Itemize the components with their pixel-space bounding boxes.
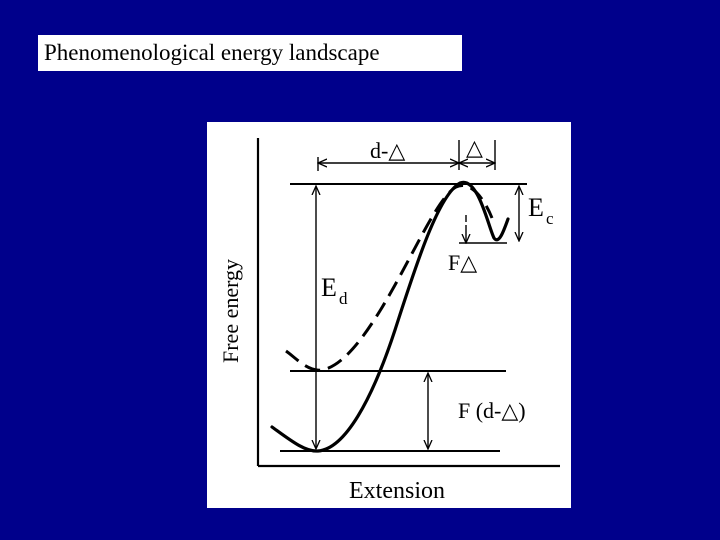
f-delta-label: F△ <box>448 250 477 275</box>
delta-label: △ <box>466 135 483 160</box>
energy-curve-solid <box>270 180 510 453</box>
ec-label-sub: c <box>546 209 554 228</box>
y-axis-label: Free energy <box>218 259 243 363</box>
diagram-panel <box>207 122 571 508</box>
energy-curve-dashed <box>285 184 494 372</box>
d-minus-delta-label: d-△ <box>370 138 405 163</box>
ec-label-main: E <box>528 193 544 222</box>
ed-label-main: E <box>321 273 337 302</box>
f-d-minus-delta-label: F (d-△) <box>458 398 526 423</box>
slide-title: Phenomenological energy landscape <box>38 35 462 71</box>
ed-label-sub: d <box>339 289 348 308</box>
x-axis-label: Extension <box>349 478 445 504</box>
